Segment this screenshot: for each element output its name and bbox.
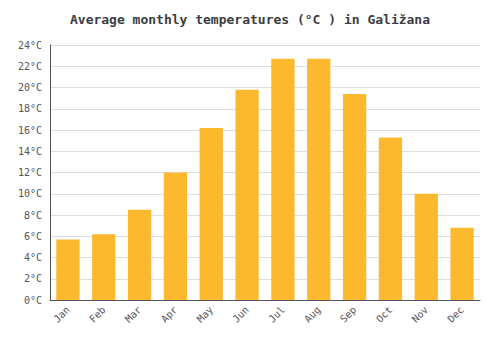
svg-text:14°C: 14°C <box>18 146 42 157</box>
svg-text:20°C: 20°C <box>18 82 42 93</box>
svg-text:Aug: Aug <box>302 304 323 325</box>
svg-text:6°C: 6°C <box>24 231 42 242</box>
svg-text:Feb: Feb <box>87 304 108 325</box>
svg-text:Jan: Jan <box>51 304 72 325</box>
svg-text:8°C: 8°C <box>24 210 42 221</box>
svg-text:Sep: Sep <box>338 304 359 325</box>
svg-text:Apr: Apr <box>159 304 180 325</box>
svg-text:0°C: 0°C <box>24 295 42 306</box>
svg-text:Oct: Oct <box>374 304 395 325</box>
svg-text:16°C: 16°C <box>18 125 42 136</box>
svg-text:Jul: Jul <box>266 304 287 325</box>
svg-text:Dec: Dec <box>445 304 466 325</box>
svg-text:May: May <box>195 304 216 325</box>
svg-text:Mar: Mar <box>123 304 144 325</box>
svg-text:Jun: Jun <box>230 304 251 325</box>
svg-text:Average monthly temperatures (: Average monthly temperatures (°C ) in Ga… <box>70 12 430 27</box>
svg-text:2°C: 2°C <box>24 273 42 284</box>
svg-text:22°C: 22°C <box>18 61 42 72</box>
svg-text:18°C: 18°C <box>18 103 42 114</box>
svg-text:10°C: 10°C <box>18 188 42 199</box>
svg-text:24°C: 24°C <box>18 40 42 51</box>
svg-text:12°C: 12°C <box>18 167 42 178</box>
svg-text:Nov: Nov <box>410 304 431 325</box>
svg-text:4°C: 4°C <box>24 252 42 263</box>
